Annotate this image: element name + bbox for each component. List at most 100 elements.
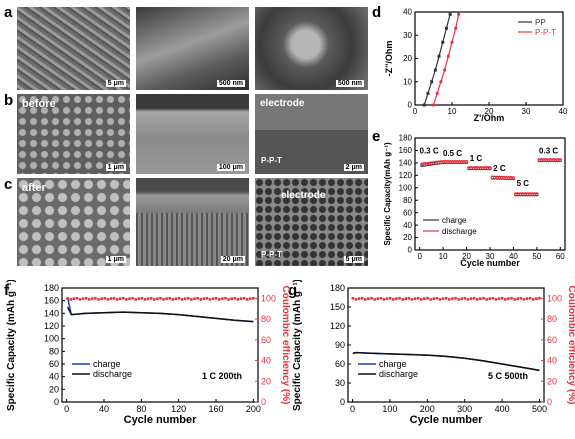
data-point-efficiency: [370, 296, 373, 300]
data-point-efficiency: [78, 298, 82, 301]
data-point-efficiency: [174, 297, 178, 300]
series-line-discharge: [66, 306, 254, 323]
x-axis-label: Z'/Ohm: [474, 113, 505, 123]
data-point-efficiency: [351, 296, 355, 300]
scale-bar-label: 1 μm: [105, 164, 126, 171]
scale-bar-label: 5 μm: [343, 256, 364, 263]
data-point-efficiency: [441, 297, 445, 300]
chart-d-eis: 0 10 20 30 40 0 10 20 30 40 Z'/Ohm -Z''/Ohm PPP-P-T: [384, 8, 568, 123]
data-point-efficiency: [438, 298, 442, 301]
data-point-efficiency: [373, 298, 376, 301]
x-tick-label: 160: [208, 404, 223, 414]
data-point-efficiency: [485, 298, 488, 301]
sem-image-c1: after 1 μm: [16, 177, 131, 267]
y-tick-label: 40: [403, 8, 412, 17]
data-point-P-P-T: [457, 12, 461, 16]
y2-tick-label: 20: [261, 376, 271, 386]
y-tick-label: 180: [399, 134, 413, 143]
data-point-efficiency: [469, 297, 473, 300]
rate-label: 0.5 C: [443, 149, 462, 158]
data-point-PP: [441, 40, 445, 44]
sem-image-a2: 500 nm: [135, 6, 250, 91]
scale-bar-label: 1 μm: [105, 256, 126, 263]
x-tick-label: 60: [556, 252, 565, 261]
y-tick-label: 80: [49, 346, 59, 356]
x-axis-label: Cycle number: [460, 258, 520, 268]
data-point-efficiency: [196, 296, 199, 300]
data-point-efficiency: [75, 296, 79, 300]
x-tick-label: 40: [559, 107, 568, 116]
sem-image-c2: 20 μm: [135, 177, 250, 267]
x-tick-label: 40: [509, 252, 518, 261]
data-point-PP: [422, 103, 426, 107]
data-point-efficiency: [491, 296, 495, 300]
y2-tick-label: 20: [547, 376, 557, 386]
data-point-PP: [430, 80, 434, 84]
data-point-PP: [444, 26, 448, 30]
data-point-efficiency: [382, 298, 386, 301]
data-point-efficiency: [143, 298, 147, 301]
y2-tick-label: 60: [547, 335, 557, 345]
scale-bar-label: 5 μm: [105, 80, 126, 87]
data-point-efficiency: [122, 296, 125, 300]
chart-annotation: 5 C 500th: [488, 371, 528, 381]
sem-image-b3: electrode P-P-T 2 μm: [254, 93, 369, 175]
data-point-efficiency: [500, 296, 504, 300]
legend-label: charge: [442, 216, 467, 225]
y2-tick-label: 80: [547, 314, 557, 324]
y-tick-label: 0: [340, 397, 345, 407]
series-line-discharge: [352, 351, 540, 372]
data-point-PP: [437, 54, 441, 58]
data-point-efficiency: [97, 298, 100, 301]
y-tick-label: 160: [44, 296, 59, 306]
data-point-efficiency: [429, 298, 432, 301]
data-point-efficiency: [152, 298, 156, 301]
data-point-efficiency: [395, 297, 398, 300]
data-point-efficiency: [423, 297, 426, 300]
y-tick-label: 60: [49, 359, 59, 369]
data-point-efficiency: [224, 296, 227, 300]
data-point-efficiency: [125, 298, 128, 301]
x-tick-label: 300: [457, 404, 472, 414]
data-point-efficiency: [149, 296, 153, 300]
data-point-efficiency: [454, 296, 457, 300]
legend-label: charge: [379, 359, 407, 369]
data-point-P-P-T: [439, 80, 443, 84]
data-point-efficiency: [137, 297, 141, 300]
data-point-efficiency: [479, 297, 482, 300]
data-point-efficiency: [379, 296, 383, 300]
data-point-efficiency: [457, 298, 460, 301]
data-point-efficiency: [525, 297, 529, 300]
panel-label-f: f: [4, 282, 9, 299]
x-tick-label: 10: [448, 107, 457, 116]
data-point-efficiency: [451, 297, 454, 300]
y-tick-label: 120: [399, 171, 413, 180]
data-point-efficiency: [159, 296, 162, 300]
y-tick-label: 100: [44, 334, 59, 344]
data-point-efficiency: [66, 296, 69, 300]
sem-image-a1: 5 μm: [16, 6, 131, 91]
data-point-efficiency: [112, 296, 116, 300]
data-point-efficiency: [416, 296, 420, 300]
data-point-efficiency: [494, 298, 498, 301]
data-point-efficiency: [100, 297, 103, 300]
rate-label: 5 C: [517, 179, 530, 188]
data-point-efficiency: [507, 297, 510, 300]
data-point-efficiency: [156, 297, 159, 300]
x-tick-label: 0: [413, 107, 418, 116]
x-tick-label: 80: [136, 404, 146, 414]
data-point-efficiency: [360, 296, 364, 300]
rate-label: 0.3 C: [539, 147, 558, 156]
y-tick-label: 150: [330, 302, 345, 312]
series-line-PP: [423, 14, 451, 106]
y-tick-label: 0: [54, 397, 59, 407]
data-point-P-P-T: [435, 91, 439, 95]
data-point-efficiency: [165, 297, 168, 300]
data-point-efficiency: [252, 296, 255, 300]
data-point-efficiency: [81, 297, 85, 300]
sem-image-c3: electrode P-P-T 5 μm: [254, 177, 369, 267]
data-point-P-P-T: [454, 26, 458, 30]
panel-label-b: b: [4, 92, 14, 109]
x-tick-label: 50: [532, 252, 541, 261]
data-point-efficiency: [444, 296, 448, 300]
